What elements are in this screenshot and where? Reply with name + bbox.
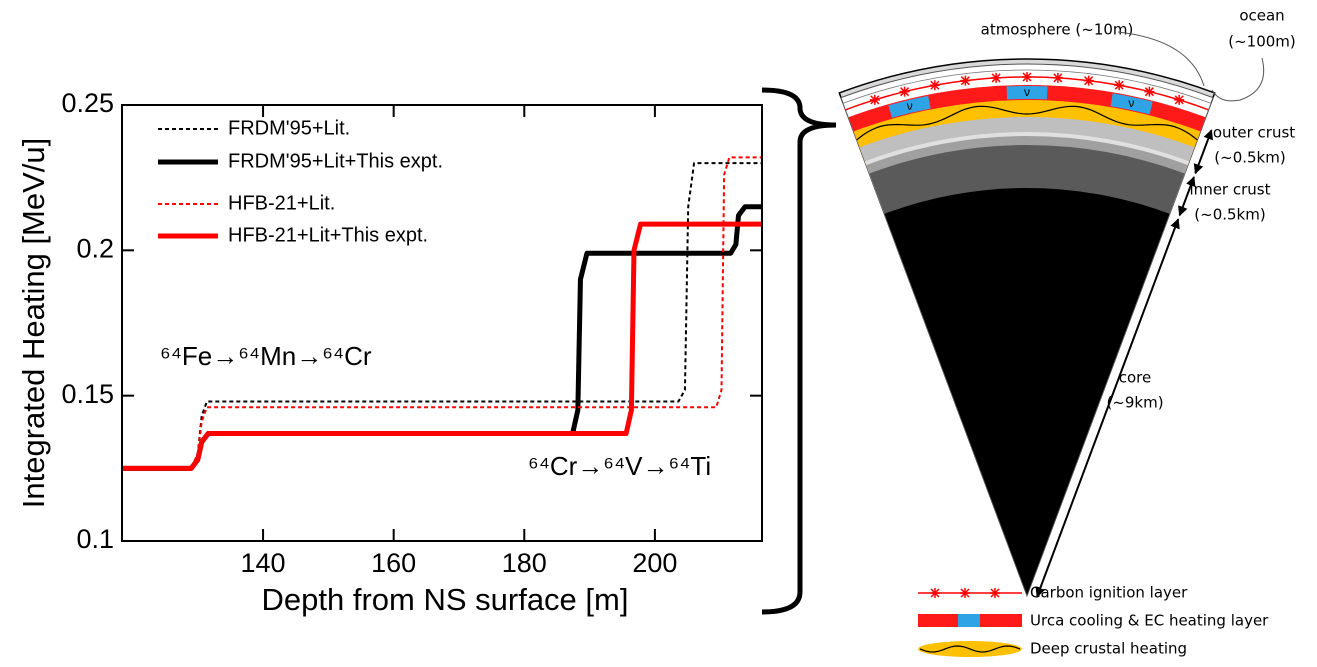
y-axis-title: Integrated Heating [MeV/u] [16,138,51,509]
ocean-label: ocean [1239,7,1284,25]
inner-crust-depth: (~0.5km) [1194,206,1265,224]
star [1053,73,1063,83]
y-tick-label: 0.25 [61,88,114,118]
x-tick-label: 140 [241,548,286,578]
legend-label: HFB-21+Lit+This expt. [228,224,428,246]
nu-label: ν [907,99,913,113]
legend-label: Deep crustal heating [1030,640,1187,658]
leader-line [1212,58,1264,101]
x-tick-label: 160 [371,548,416,578]
star [930,588,940,598]
star [991,73,1001,83]
brace [762,90,836,612]
legend-label: Carbon ignition layer [1030,584,1188,602]
star [1084,76,1094,86]
core-label: core [1119,369,1152,387]
star [960,76,970,86]
star [870,95,880,105]
legend-label: FRDM'95+Lit. [228,117,350,139]
atmosphere-label: atmosphere (~10m) [981,21,1134,39]
star [960,588,970,598]
x-tick-label: 200 [632,548,677,578]
series-line [122,207,762,469]
nu-label: ν [1128,96,1134,110]
nu-label: ν [1024,85,1030,99]
star [1022,72,1032,82]
diagram: ν ν ν atmosphere (~10m) ocean (~100m) outer cr… [839,7,1295,658]
outer-crust-depth: (~0.5km) [1214,149,1285,167]
star [1144,87,1154,97]
series-line [122,163,762,468]
star [900,87,910,97]
chart: Depth from NS surface [m] Integrated Hea… [16,88,762,617]
star [1174,95,1184,105]
annotation: ⁶⁴Cr→⁶⁴V→⁶⁴Ti [528,451,711,481]
star [930,80,940,90]
y-tick-label: 0.1 [76,524,114,554]
star [1114,80,1124,90]
ocean-depth: (~100m) [1228,33,1296,51]
x-tick-label: 180 [502,548,547,578]
x-axis-title: Depth from NS surface [m] [262,582,629,617]
inner-crust-label: inner crust [1190,181,1271,199]
layer [884,188,1169,595]
y-tick-label: 0.2 [76,233,114,263]
legend-label: Urca cooling & EC heating layer [1030,612,1269,630]
legend-label: HFB-21+Lit. [228,192,335,214]
star [990,588,1000,598]
core-depth: (~9km) [1106,394,1163,412]
outer-crust-label: outer crust [1213,124,1295,142]
legend-swatch [958,614,980,627]
figure: Depth from NS surface [m] Integrated Hea… [0,0,1317,662]
legend-label: FRDM'95+Lit+This expt. [228,150,443,172]
y-tick-label: 0.15 [61,379,114,409]
annotation: ⁶⁴Fe→⁶⁴Mn→⁶⁴Cr [160,341,372,371]
